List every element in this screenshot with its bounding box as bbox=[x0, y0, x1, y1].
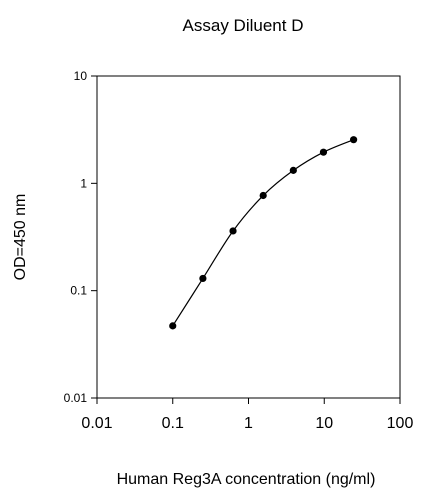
data-point bbox=[229, 227, 237, 235]
data-point bbox=[319, 148, 328, 156]
y-axis: 0.01 0.1 1 10 bbox=[64, 69, 97, 405]
y-tick-label: 1 bbox=[80, 176, 87, 190]
x-tick-label: 1 bbox=[244, 415, 253, 432]
x-axis: 0.01 0.1 1 10 100 bbox=[81, 398, 413, 432]
plot-frame bbox=[96, 75, 401, 399]
data-points bbox=[169, 136, 358, 330]
series-line bbox=[172, 139, 354, 327]
plot-area: 0.01 0.1 1 10 0.01 0.1 1 10 100 bbox=[64, 69, 414, 432]
data-point bbox=[199, 274, 207, 283]
data-point bbox=[259, 191, 267, 200]
y-tick-label: 0.01 bbox=[64, 391, 88, 405]
y-axis-label: OD=450 nm bbox=[12, 194, 29, 281]
data-point bbox=[350, 136, 358, 144]
y-tick-label: 10 bbox=[74, 69, 88, 83]
x-tick-label: 100 bbox=[387, 415, 414, 432]
x-tick-label: 0.1 bbox=[162, 415, 184, 432]
x-tick-label: 10 bbox=[315, 415, 333, 432]
data-point bbox=[169, 322, 177, 330]
x-axis-label: Human Reg3A concentration (ng/ml) bbox=[117, 471, 376, 488]
chart-title: Assay Diluent D bbox=[183, 16, 304, 35]
x-tick-label: 0.01 bbox=[81, 415, 112, 432]
data-point bbox=[289, 166, 297, 174]
y-tick-label: 0.1 bbox=[70, 284, 87, 298]
